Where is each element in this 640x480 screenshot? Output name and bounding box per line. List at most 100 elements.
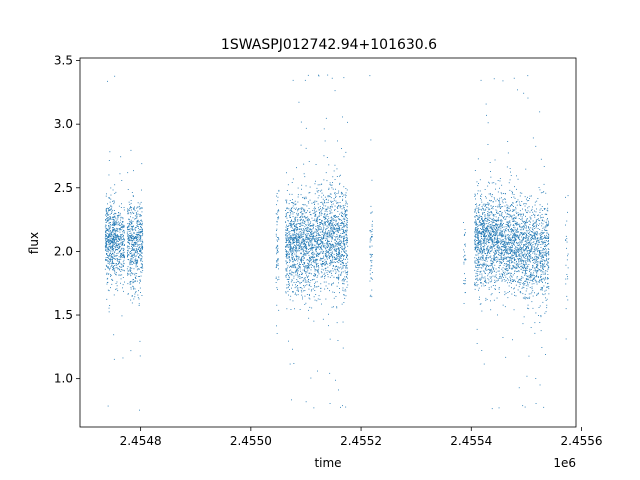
data-point <box>474 195 476 197</box>
data-point <box>507 270 508 272</box>
data-point <box>317 237 319 239</box>
data-point <box>298 233 300 235</box>
data-point <box>328 230 330 231</box>
data-point <box>130 236 131 237</box>
data-point <box>504 232 506 234</box>
data-point <box>345 229 347 231</box>
data-point <box>323 200 325 202</box>
data-point <box>293 251 295 253</box>
data-point <box>324 140 326 142</box>
data-point <box>306 237 308 239</box>
data-point <box>107 214 109 216</box>
data-point <box>475 215 477 216</box>
data-point <box>137 294 139 296</box>
data-point <box>483 221 484 223</box>
data-point <box>297 270 299 272</box>
data-point <box>464 258 466 260</box>
data-point <box>309 229 311 231</box>
data-point <box>110 247 112 249</box>
data-point <box>113 236 115 238</box>
data-point <box>318 232 319 234</box>
data-point <box>489 220 490 221</box>
data-point <box>344 211 346 213</box>
data-point <box>112 231 114 233</box>
data-point <box>314 218 316 220</box>
data-point <box>302 219 304 221</box>
data-point <box>295 228 296 230</box>
data-point <box>497 191 499 193</box>
data-point <box>489 200 491 202</box>
data-point <box>112 239 114 241</box>
data-point <box>343 236 345 238</box>
data-point <box>309 211 311 213</box>
data-point <box>371 245 373 247</box>
data-point <box>120 237 121 239</box>
data-point <box>487 217 489 219</box>
data-point <box>502 274 503 276</box>
data-point <box>492 268 494 269</box>
data-point <box>322 241 324 243</box>
data-point <box>139 279 141 281</box>
data-point <box>474 269 476 271</box>
data-point <box>106 193 107 195</box>
data-point <box>139 255 141 257</box>
data-point <box>112 265 114 267</box>
data-point <box>304 270 305 271</box>
data-point <box>334 257 336 259</box>
data-point <box>506 264 508 266</box>
data-point <box>347 254 348 256</box>
data-point <box>369 239 371 241</box>
data-point <box>325 233 327 235</box>
data-point <box>135 291 137 292</box>
data-point <box>486 229 488 231</box>
data-point <box>286 233 288 234</box>
data-point <box>137 228 139 229</box>
data-point <box>309 192 311 193</box>
data-point <box>317 275 319 277</box>
data-point <box>474 208 476 210</box>
data-point <box>327 220 329 222</box>
data-point <box>141 243 143 244</box>
data-point <box>524 273 526 275</box>
data-point <box>525 229 527 231</box>
data-point <box>127 250 128 252</box>
data-point <box>341 236 343 238</box>
data-point <box>127 254 129 256</box>
data-point <box>116 253 118 255</box>
data-point <box>480 199 482 201</box>
data-point <box>312 224 314 226</box>
data-point <box>309 256 310 258</box>
data-point <box>496 242 498 244</box>
data-point <box>334 239 336 241</box>
data-point <box>501 241 503 243</box>
data-point <box>115 238 117 240</box>
data-point <box>336 216 338 218</box>
data-point <box>498 254 499 255</box>
data-point <box>371 236 372 237</box>
data-point <box>491 264 493 266</box>
data-point <box>344 204 346 206</box>
data-point <box>480 240 482 242</box>
data-point <box>293 234 294 236</box>
data-point <box>317 203 319 205</box>
data-point <box>298 228 300 230</box>
data-point <box>301 291 303 293</box>
data-point <box>296 238 298 240</box>
data-point <box>475 227 477 229</box>
data-point <box>285 250 287 252</box>
data-point <box>324 255 326 257</box>
data-point <box>464 233 466 235</box>
data-point <box>317 191 319 193</box>
data-point <box>303 173 305 175</box>
data-point <box>478 219 480 220</box>
data-point <box>341 245 343 247</box>
data-point <box>331 206 333 208</box>
data-point <box>133 281 134 283</box>
data-point <box>132 217 134 219</box>
data-point <box>323 255 324 257</box>
data-point <box>141 231 142 232</box>
data-point <box>314 299 316 301</box>
data-point <box>494 235 496 236</box>
data-point <box>308 275 309 277</box>
data-point <box>464 244 465 246</box>
